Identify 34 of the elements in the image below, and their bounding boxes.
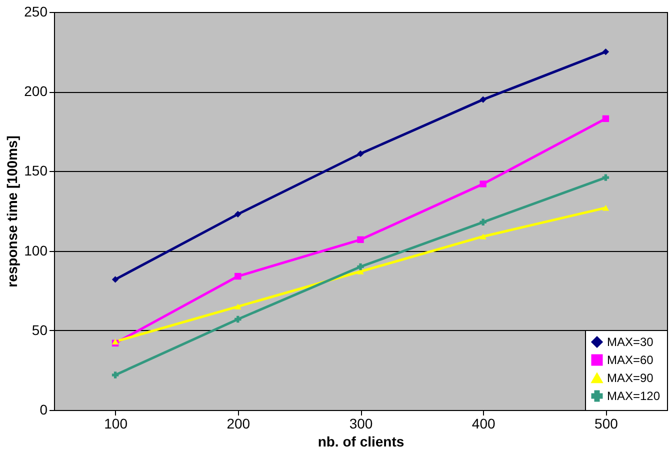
x-tick-label: 200 [226,416,250,432]
x-tick-label: 400 [472,416,496,432]
point [234,272,242,280]
point [234,304,242,310]
x-tick-label: 100 [104,416,128,432]
point [480,234,486,240]
point [480,96,486,103]
legend-label: MAX=120 [607,389,660,403]
point [357,263,364,270]
y-tick-label: 200 [24,83,48,100]
point [112,276,119,283]
legend-label: MAX=60 [607,353,654,367]
point [602,204,610,211]
x-tick-label: 500 [594,416,618,432]
y-tick-label: 250 [24,4,48,20]
point [480,218,486,226]
point [357,236,364,244]
legend-label: MAX=90 [607,371,654,385]
point [112,372,119,378]
y-tick-label: 50 [32,322,48,338]
legend-label: MAX=30 [607,335,654,349]
point [602,115,610,122]
point [480,180,486,188]
point [602,48,610,56]
point [234,210,242,218]
y-axis-title: response time [100ms] [4,136,20,288]
y-tick-label: 150 [24,162,48,179]
point [357,150,364,158]
y-tick-label: 0 [40,402,48,418]
point [602,174,610,181]
point [234,316,242,323]
x-axis-title: nb. of clients [318,434,404,450]
y-tick-label: 100 [24,242,48,258]
x-tick-label: 300 [349,416,373,432]
